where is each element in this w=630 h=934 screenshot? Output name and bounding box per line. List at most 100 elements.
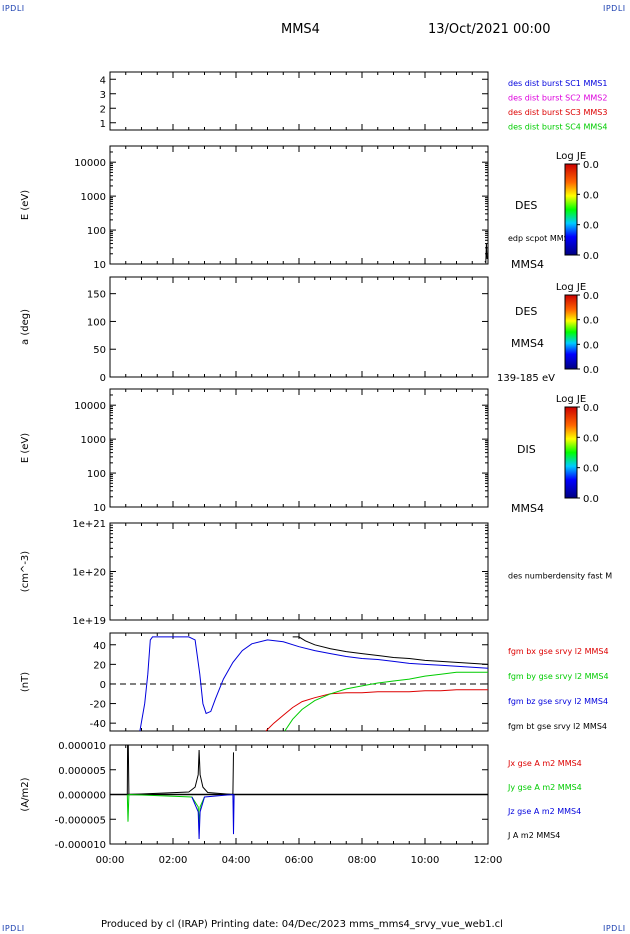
time-axis-label: 12:00 (474, 855, 503, 866)
panel-frame-dis_energy (109, 388, 489, 508)
panel-label-spacecraft: MMS4 (511, 337, 544, 350)
y-tick-label: 100 (87, 469, 106, 480)
y-tick-label: 1 (100, 119, 106, 130)
legend-entry: des dist burst SC2 MMS2 (508, 94, 607, 103)
overlay-label: edp scpot MMS4 (508, 234, 574, 243)
footer-credit: Produced by cl (IRAP) Printing date: 04/… (101, 919, 503, 930)
date-title: 13/Oct/2021 00:00 (428, 22, 551, 37)
y-tick-label: 3 (100, 90, 106, 101)
colorbar-title: Log JE (556, 151, 586, 162)
colorbar (564, 406, 578, 499)
time-axis-label: 02:00 (159, 855, 188, 866)
y-tick-label: 1e+19 (72, 616, 106, 627)
colorbar-tick-label: 0.0 (583, 190, 599, 201)
legend-entry: Jz gse A m2 MMS4 (507, 807, 581, 816)
colorbar-tick-label: 0.0 (583, 340, 599, 351)
y-tick-label: 0 (100, 680, 106, 691)
series-line-current-1 (126, 793, 205, 825)
colorbar-tick-label: 0.0 (583, 403, 599, 414)
legend-entry: J A m2 MMS4 (507, 831, 560, 840)
panel-label-instrument: DES (515, 199, 537, 212)
panel-label-spacecraft: MMS4 (511, 502, 544, 515)
y-tick-label: 150 (87, 290, 106, 301)
colorbar (564, 294, 578, 370)
corner-label-bottom-left: IPDLI (2, 924, 25, 933)
y-tick-label: 100 (87, 226, 106, 237)
y-tick-label: 0.000005 (58, 766, 106, 777)
time-axis-label: 00:00 (96, 855, 125, 866)
legend-entry: fgm bx gse srvy l2 MMS4 (508, 647, 609, 656)
series-line-current-2 (191, 793, 235, 840)
y-tick-label: 0.000010 (58, 741, 106, 752)
y-tick-label: 100 (87, 317, 106, 328)
legend-entry: fgm bt gse srvy l2 MMS4 (508, 722, 607, 731)
y-axis-label-fgm: (nT) (20, 672, 31, 692)
y-tick-label: 1000 (81, 192, 106, 203)
y-axis-label-des_pitch: a (deg) (20, 309, 31, 345)
colorbar-tick-label: 0.0 (583, 433, 599, 444)
series-line-fgm-1 (284, 671, 488, 732)
panel-label-instrument: DES (515, 305, 537, 318)
legend-entry: fgm bz gse srvy l2 MMS4 (508, 697, 608, 706)
time-axis-label: 10:00 (411, 855, 440, 866)
legend-entry: Jy gse A m2 MMS4 (507, 783, 582, 792)
panel-frame-density (109, 522, 489, 621)
y-tick-label: 10000 (74, 401, 106, 412)
series-line-des_energy-0 (484, 243, 488, 265)
y-tick-label: 20 (93, 660, 106, 671)
panel-label-spacecraft: MMS4 (511, 258, 544, 271)
y-tick-label: 1e+20 (72, 568, 106, 579)
legend-entry: des dist burst SC3 MMS3 (508, 108, 607, 117)
colorbar-tick-label: 0.0 (583, 316, 599, 327)
y-tick-label: 40 (93, 641, 106, 652)
colorbar-title: Log JE (556, 282, 586, 293)
series-line-fgm-0 (265, 689, 488, 732)
series-line-current-0 (126, 744, 234, 796)
legend-entry: des dist burst SC1 MMS1 (508, 79, 607, 88)
legend-entry: des numberdensity fast M (508, 572, 612, 581)
y-tick-label: 4 (100, 75, 106, 86)
corner-label-top-left: IPDLI (2, 4, 25, 13)
series-line-fgm-2 (139, 636, 489, 732)
corner-label-top-right: IPDLI (603, 4, 626, 13)
time-axis-label: 04:00 (222, 855, 251, 866)
y-tick-label: 10000 (74, 158, 106, 169)
y-tick-label: -40 (90, 719, 106, 730)
y-axis-label-dis_energy: E (eV) (20, 433, 31, 463)
y-tick-label: 0.000000 (58, 791, 106, 802)
colorbar-tick-label: 0.0 (583, 251, 599, 262)
y-tick-label: 10 (93, 260, 106, 271)
colorbar-tick-label: 0.0 (583, 221, 599, 232)
panel-frame-sc_indicator (109, 71, 489, 131)
legend-entry: des dist burst SC4 MMS4 (508, 123, 607, 132)
y-axis-label-current: (A/m2) (20, 777, 31, 811)
colorbar-title: Log JE (556, 394, 586, 405)
legend-entry: Jx gse A m2 MMS4 (507, 759, 582, 768)
panel-frame-fgm (109, 632, 489, 732)
y-tick-label: 1e+21 (72, 519, 106, 530)
colorbar-tick-label: 0.0 (583, 291, 599, 302)
y-tick-label: -0.000005 (55, 815, 106, 826)
panel-label-energy-range: 139-185 eV (497, 373, 555, 384)
panel-label-instrument: DIS (517, 443, 536, 456)
time-axis-label: 06:00 (285, 855, 314, 866)
y-tick-label: -0.000010 (55, 840, 106, 851)
colorbar (564, 163, 578, 256)
y-tick-label: 10 (93, 503, 106, 514)
series-line-fgm-3 (292, 636, 489, 665)
corner-label-bottom-right: IPDLI (603, 924, 626, 933)
y-tick-label: 1000 (81, 435, 106, 446)
y-axis-label-des_energy: E (eV) (20, 190, 31, 220)
panel-frame-des_pitch (109, 276, 489, 378)
colorbar-tick-label: 0.0 (583, 464, 599, 475)
colorbar-tick-label: 0.0 (583, 494, 599, 505)
colorbar-tick-label: 0.0 (583, 160, 599, 171)
legend-entry: fgm by gse srvy l2 MMS4 (508, 672, 609, 681)
y-tick-label: -20 (90, 700, 106, 711)
y-tick-label: 50 (93, 345, 106, 356)
y-tick-label: 2 (100, 104, 106, 115)
y-tick-label: 0 (100, 373, 106, 384)
time-axis-label: 08:00 (348, 855, 377, 866)
colorbar-tick-label: 0.0 (583, 365, 599, 376)
